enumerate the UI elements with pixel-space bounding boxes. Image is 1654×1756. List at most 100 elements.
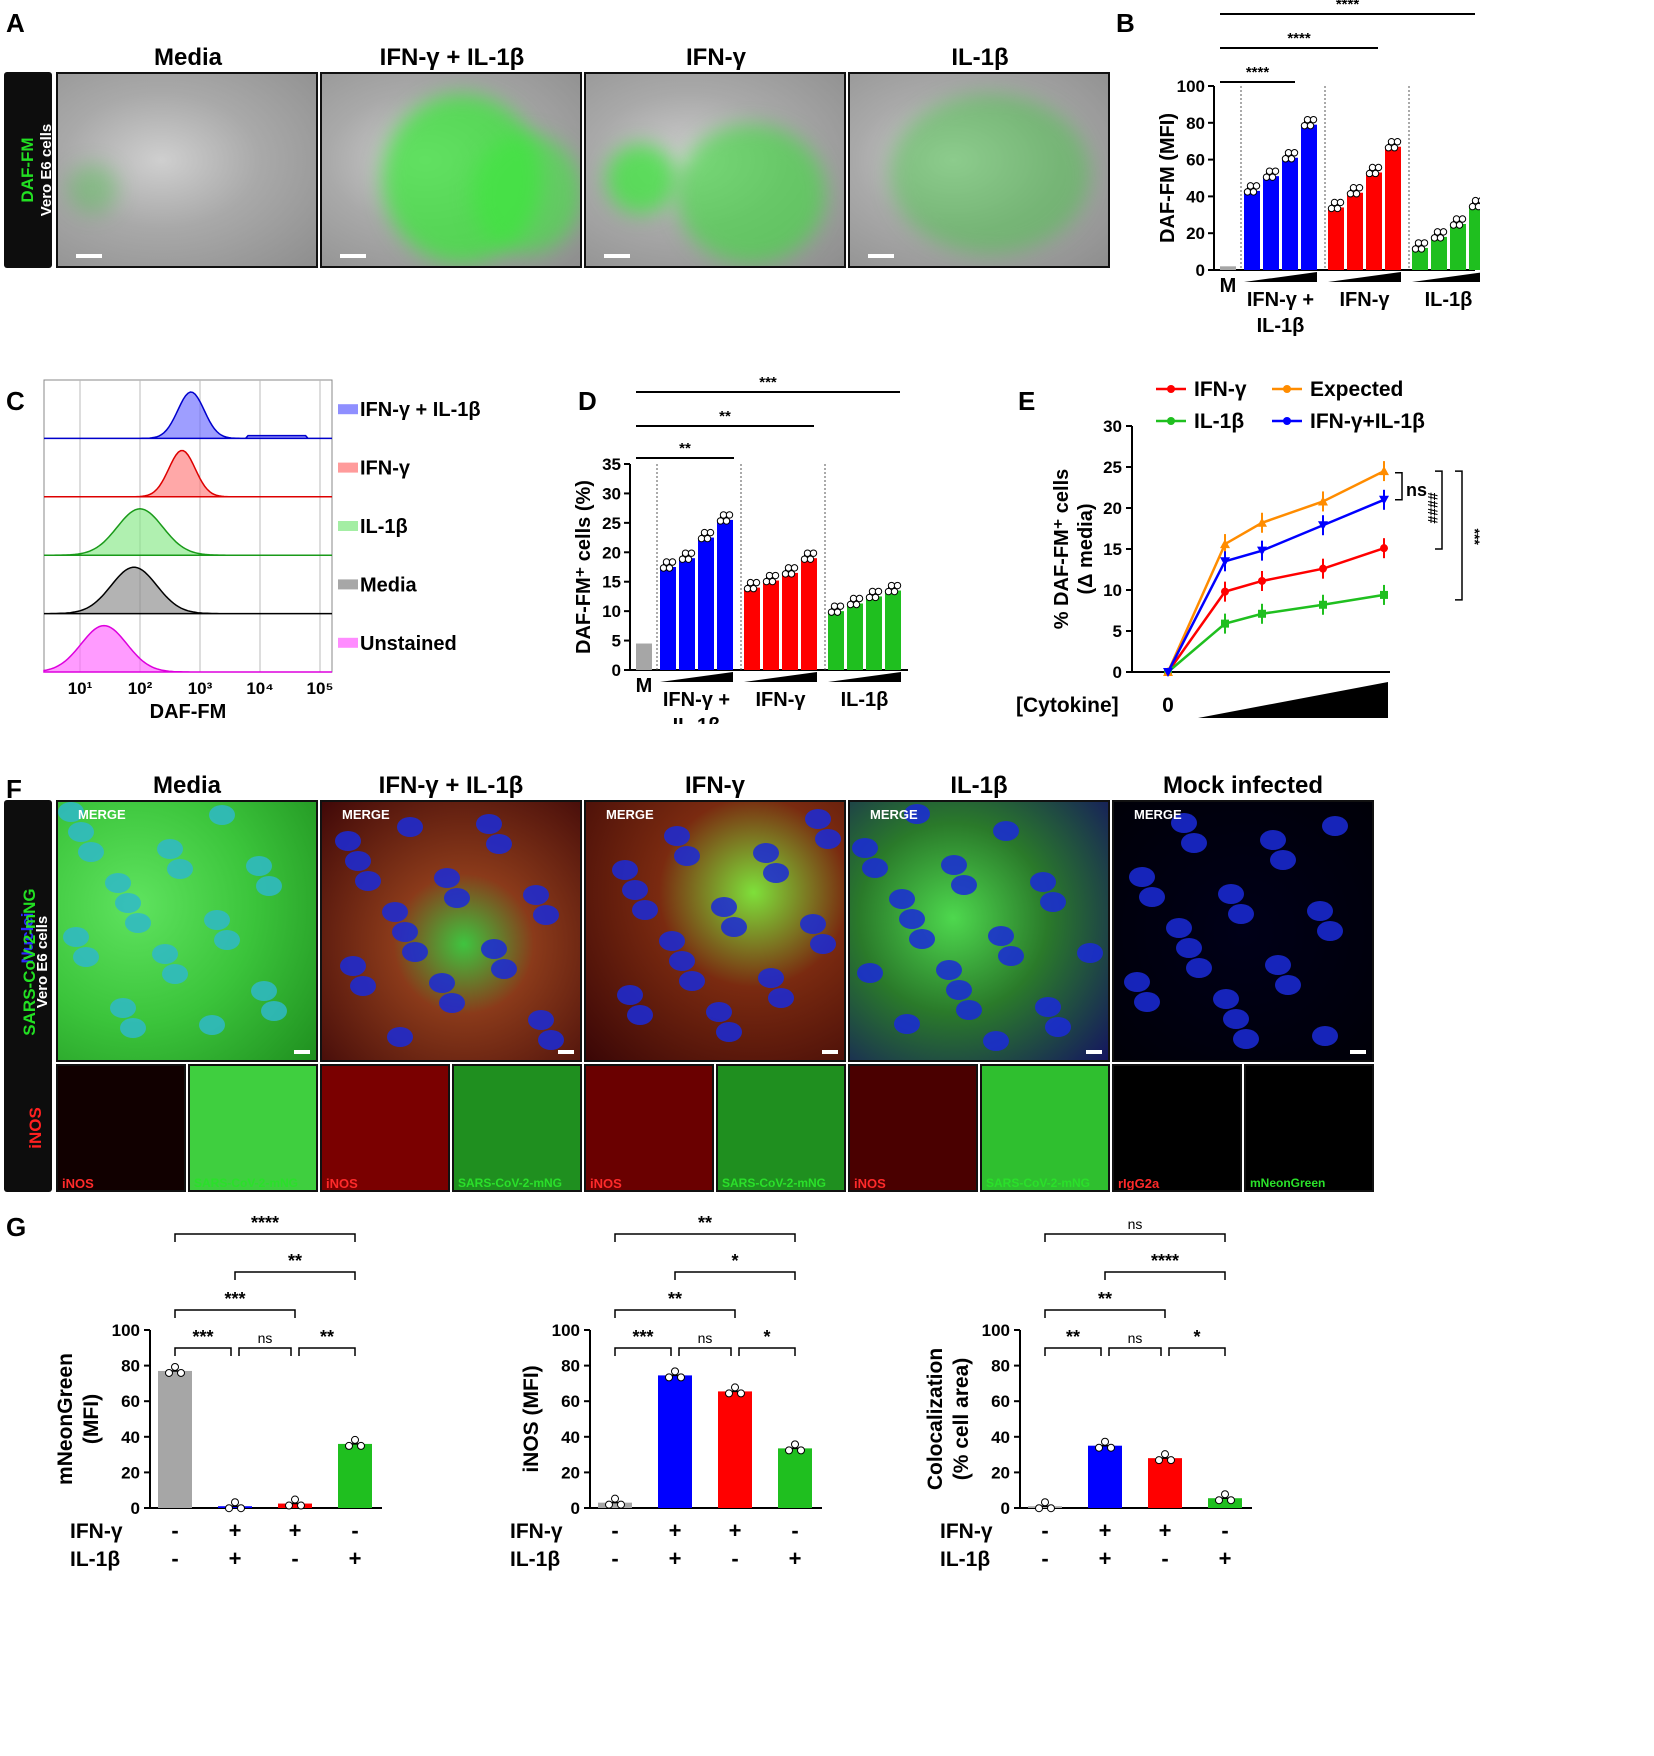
channel-green-label: mNeonGreen (1250, 1176, 1326, 1190)
nucleus (664, 826, 690, 846)
data-point (1411, 245, 1420, 253)
data-point (1471, 196, 1480, 205)
nucleus (1270, 850, 1296, 870)
nucleus (716, 1022, 742, 1042)
data-point (662, 558, 671, 566)
series-line (1166, 498, 1385, 673)
bar (885, 590, 901, 670)
dose-ramp (1412, 272, 1480, 282)
channel-red: iNOS (848, 1064, 978, 1192)
marker (1220, 557, 1230, 567)
channel-green-label: SARS-CoV-2-mNG (194, 1176, 299, 1190)
merge-tag: MERGE (606, 807, 654, 822)
data-point (749, 584, 758, 593)
ifng-sign: + (229, 1518, 242, 1543)
nucleus (340, 956, 366, 976)
nucleus (523, 885, 549, 905)
data-point (719, 511, 728, 519)
dose-ramp (1198, 682, 1388, 718)
bar (801, 558, 817, 670)
nucleus (115, 893, 141, 913)
media-tick-label: M (636, 675, 653, 697)
confocal-merge: MERGE (848, 800, 1110, 1062)
data-point (1246, 182, 1255, 190)
nucleus (1275, 975, 1301, 995)
bar (847, 603, 863, 670)
merge-tag: MERGE (342, 807, 390, 822)
confocal-merge: MERGE (56, 800, 318, 1062)
data-point (1355, 184, 1364, 192)
data-point (1439, 228, 1448, 236)
data-point (1227, 1496, 1235, 1505)
sig-label: * (1193, 1327, 1200, 1347)
nucleus (214, 930, 240, 950)
y-tick-label: 80 (1186, 114, 1205, 133)
channel-red: rIgG2a (1112, 1064, 1242, 1192)
data-point (1290, 149, 1299, 157)
y-tick-label: 0 (1196, 261, 1205, 280)
bar (338, 1443, 372, 1508)
ifng-sign: + (289, 1518, 302, 1543)
marker (1380, 590, 1388, 599)
il1b-sign: + (349, 1546, 362, 1571)
channel-red-label: iNOS (326, 1176, 358, 1191)
data-point (791, 1440, 799, 1449)
merge-tag: MERGE (78, 807, 126, 822)
nucleus (382, 902, 408, 922)
data-point (868, 587, 877, 596)
data-point (700, 528, 709, 537)
marker (1319, 564, 1327, 573)
y-tick-label: 10 (602, 602, 621, 621)
group-label: IL-1β (673, 715, 721, 724)
y-axis-label: iNOS (MFI) (520, 1365, 543, 1472)
data-point (1352, 190, 1361, 198)
sig-label: * (731, 1251, 738, 1271)
sig-bracket (1108, 1347, 1162, 1356)
group-label: IL-1β (1425, 289, 1473, 311)
legend-label: IFN-γ+IL-1β (1310, 410, 1425, 433)
marker (1221, 619, 1229, 628)
bar (1282, 157, 1298, 270)
histogram-0 (44, 391, 332, 440)
micrograph-combo (320, 72, 582, 268)
data-point (703, 534, 712, 543)
nucleus (894, 1014, 920, 1034)
nucleus (251, 981, 277, 1001)
data-point (285, 1501, 293, 1510)
nucleus (679, 971, 705, 991)
chart-d: 0 5 10 15 20 25 30 35 DAF-FM⁺ cells (%) M IFN-γ + I… (574, 374, 908, 724)
chart-g1: 0 20 40 60 80 100 mNeonGreen (MFI) - - + + + - - + IFN-γ… (54, 1213, 382, 1571)
data-point (746, 578, 755, 587)
nucleus (78, 842, 104, 862)
data-point (617, 1500, 625, 1509)
data-point (1384, 144, 1393, 152)
il1b-row-label: IL-1β (940, 1548, 990, 1571)
data-point (237, 1504, 245, 1513)
data-point (225, 1504, 233, 1513)
y-tick-label: 20 (561, 1463, 580, 1482)
data-point (357, 1441, 365, 1450)
data-point (1101, 1437, 1109, 1446)
channel-green-label: SARS-CoV-2-mNG (722, 1176, 827, 1190)
nucleus (1124, 972, 1150, 992)
bar (658, 1375, 692, 1508)
sig-label: *** (632, 1327, 653, 1347)
sig-bracket (738, 1347, 796, 1356)
data-point (1455, 221, 1464, 229)
sig-bracket (1044, 1233, 1226, 1242)
data-point (1468, 202, 1477, 211)
nucleus (533, 905, 559, 925)
channel-red-label: iNOS (590, 1176, 622, 1191)
x-tick-label: 10³ (188, 679, 213, 698)
y-axis-label: DAF-FM⁺ cells (%) (574, 480, 595, 654)
data-point (1452, 215, 1461, 223)
data-point (1433, 228, 1442, 236)
data-point (1167, 1456, 1175, 1465)
nucleus (721, 917, 747, 937)
y-tick-label: 0 (571, 1499, 580, 1518)
nucleus (857, 963, 883, 983)
nucleus (162, 964, 188, 984)
legend-swatch (338, 521, 358, 531)
x-tick-label: 10⁵ (307, 679, 334, 698)
sig-bracket (678, 1347, 732, 1356)
